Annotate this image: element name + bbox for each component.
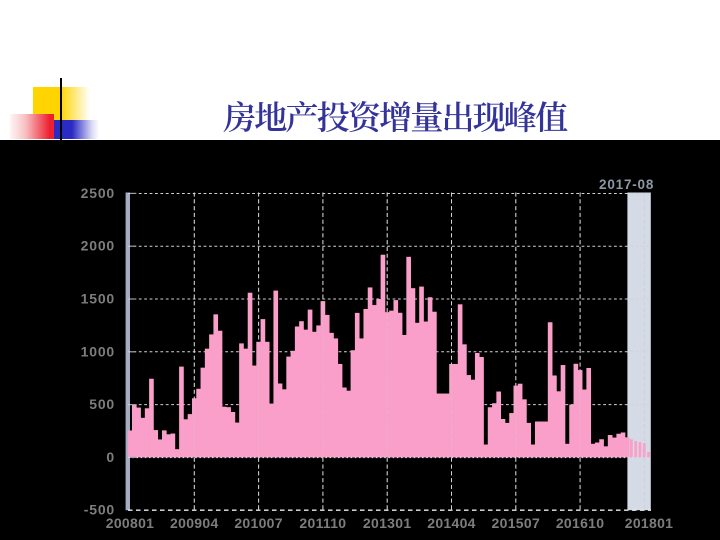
svg-text:201007: 201007: [234, 515, 283, 531]
svg-text:500: 500: [89, 396, 115, 412]
svg-text:200801: 200801: [106, 515, 155, 531]
svg-text:-500: -500: [84, 502, 115, 518]
svg-text:0: 0: [106, 449, 115, 465]
svg-text:2000: 2000: [81, 238, 115, 254]
svg-text:201301: 201301: [363, 515, 412, 531]
svg-text:201801: 201801: [625, 515, 674, 531]
svg-text:2500: 2500: [81, 185, 115, 201]
svg-text:1000: 1000: [81, 343, 115, 359]
svg-text:201404: 201404: [427, 515, 476, 531]
svg-text:2017-08: 2017-08: [599, 177, 654, 192]
svg-text:1500: 1500: [81, 291, 115, 307]
svg-text:201110: 201110: [299, 515, 346, 531]
svg-text:201507: 201507: [492, 515, 541, 531]
svg-text:201610: 201610: [556, 515, 605, 531]
svg-text:200904: 200904: [170, 515, 219, 531]
